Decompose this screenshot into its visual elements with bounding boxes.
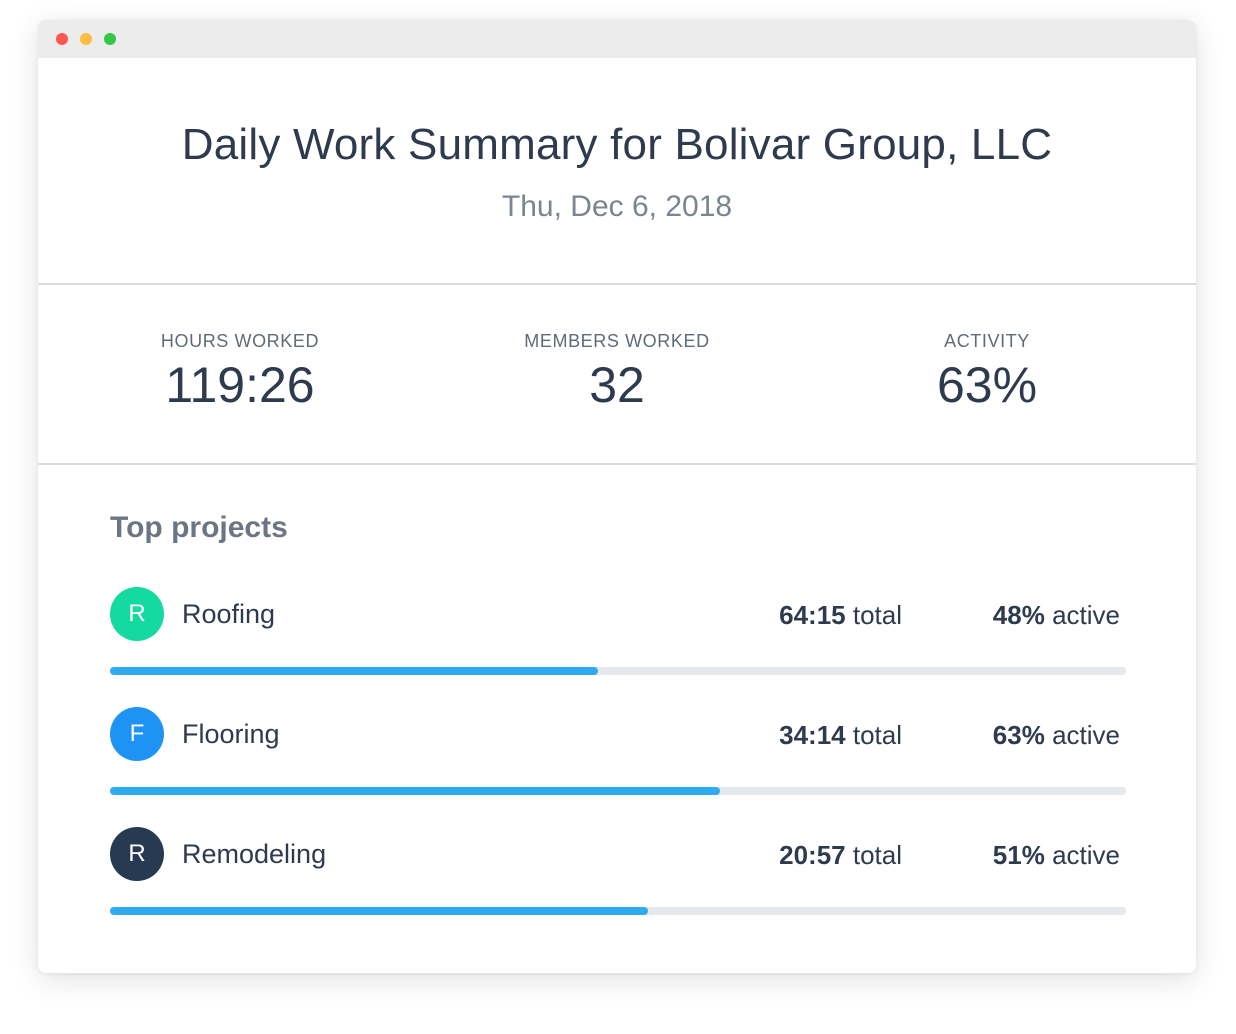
progress-bar-track	[110, 787, 1126, 795]
project-row-remodeling[interactable]: R Remodeling 20:57 total 51% active	[110, 827, 1126, 947]
report-window: Daily Work Summary for Bolivar Group, LL…	[38, 20, 1196, 973]
stat-activity: ACTIVITY 63%	[887, 331, 1087, 414]
project-activity: 63% active	[993, 720, 1120, 751]
project-name: Flooring	[182, 719, 280, 749]
maximize-window-button[interactable]	[104, 33, 116, 45]
total-suffix: total	[845, 600, 902, 630]
project-avatar: F	[110, 707, 164, 761]
summary-stats: HOURS WORKED 119:26 MEMBERS WORKED 32 AC…	[38, 285, 1196, 463]
project-activity-value: 63%	[992, 720, 1045, 750]
divider	[38, 283, 1196, 285]
active-suffix: active	[1044, 600, 1120, 630]
close-window-button[interactable]	[56, 33, 68, 45]
project-total-value: 64:15	[779, 600, 846, 630]
report-date: Thu, Dec 6, 2018	[501, 190, 733, 223]
progress-bar-fill	[110, 907, 649, 915]
project-row-flooring[interactable]: F Flooring 34:14 total 63% active	[110, 707, 1126, 827]
report-header: Daily Work Summary for Bolivar Group, LL…	[38, 58, 1196, 283]
active-suffix: active	[1044, 720, 1120, 750]
project-name: Remodeling	[182, 839, 327, 869]
stat-hours-worked: HOURS WORKED 119:26	[140, 331, 340, 414]
total-suffix: total	[845, 720, 902, 750]
window-titlebar	[38, 20, 1196, 58]
stat-value: 63%	[936, 357, 1038, 413]
project-activity: 51% active	[993, 840, 1120, 871]
stat-members-worked: MEMBERS WORKED 32	[510, 331, 724, 414]
top-projects-section: Top projects R Roofing 64:15 total 48% a…	[38, 511, 1196, 947]
project-name: Roofing	[182, 599, 276, 629]
minimize-window-button[interactable]	[80, 33, 92, 45]
project-activity-value: 51%	[992, 840, 1045, 870]
progress-bar-fill	[110, 667, 598, 675]
project-total-value: 20:57	[779, 840, 846, 870]
active-suffix: active	[1044, 840, 1120, 870]
progress-bar-fill	[110, 787, 720, 795]
stat-value: 119:26	[165, 357, 315, 413]
stat-value: 32	[589, 357, 645, 413]
project-activity: 48% active	[993, 600, 1120, 631]
project-row-roofing[interactable]: R Roofing 64:15 total 48% active	[110, 587, 1126, 707]
project-avatar: R	[110, 587, 164, 641]
project-avatar: R	[110, 827, 164, 881]
section-title: Top projects	[110, 511, 288, 544]
project-total: 34:14 total	[779, 720, 902, 751]
progress-bar-track	[110, 907, 1126, 915]
project-total: 20:57 total	[779, 840, 902, 871]
divider	[38, 463, 1196, 465]
total-suffix: total	[845, 840, 902, 870]
project-activity-value: 48%	[992, 600, 1045, 630]
progress-bar-track	[110, 667, 1126, 675]
project-total-value: 34:14	[779, 720, 846, 750]
stat-label: ACTIVITY	[944, 331, 1030, 351]
stat-label: MEMBERS WORKED	[524, 331, 710, 351]
report-title: Daily Work Summary for Bolivar Group, LL…	[181, 120, 1053, 169]
project-total: 64:15 total	[779, 600, 902, 631]
stat-label: HOURS WORKED	[160, 331, 320, 351]
